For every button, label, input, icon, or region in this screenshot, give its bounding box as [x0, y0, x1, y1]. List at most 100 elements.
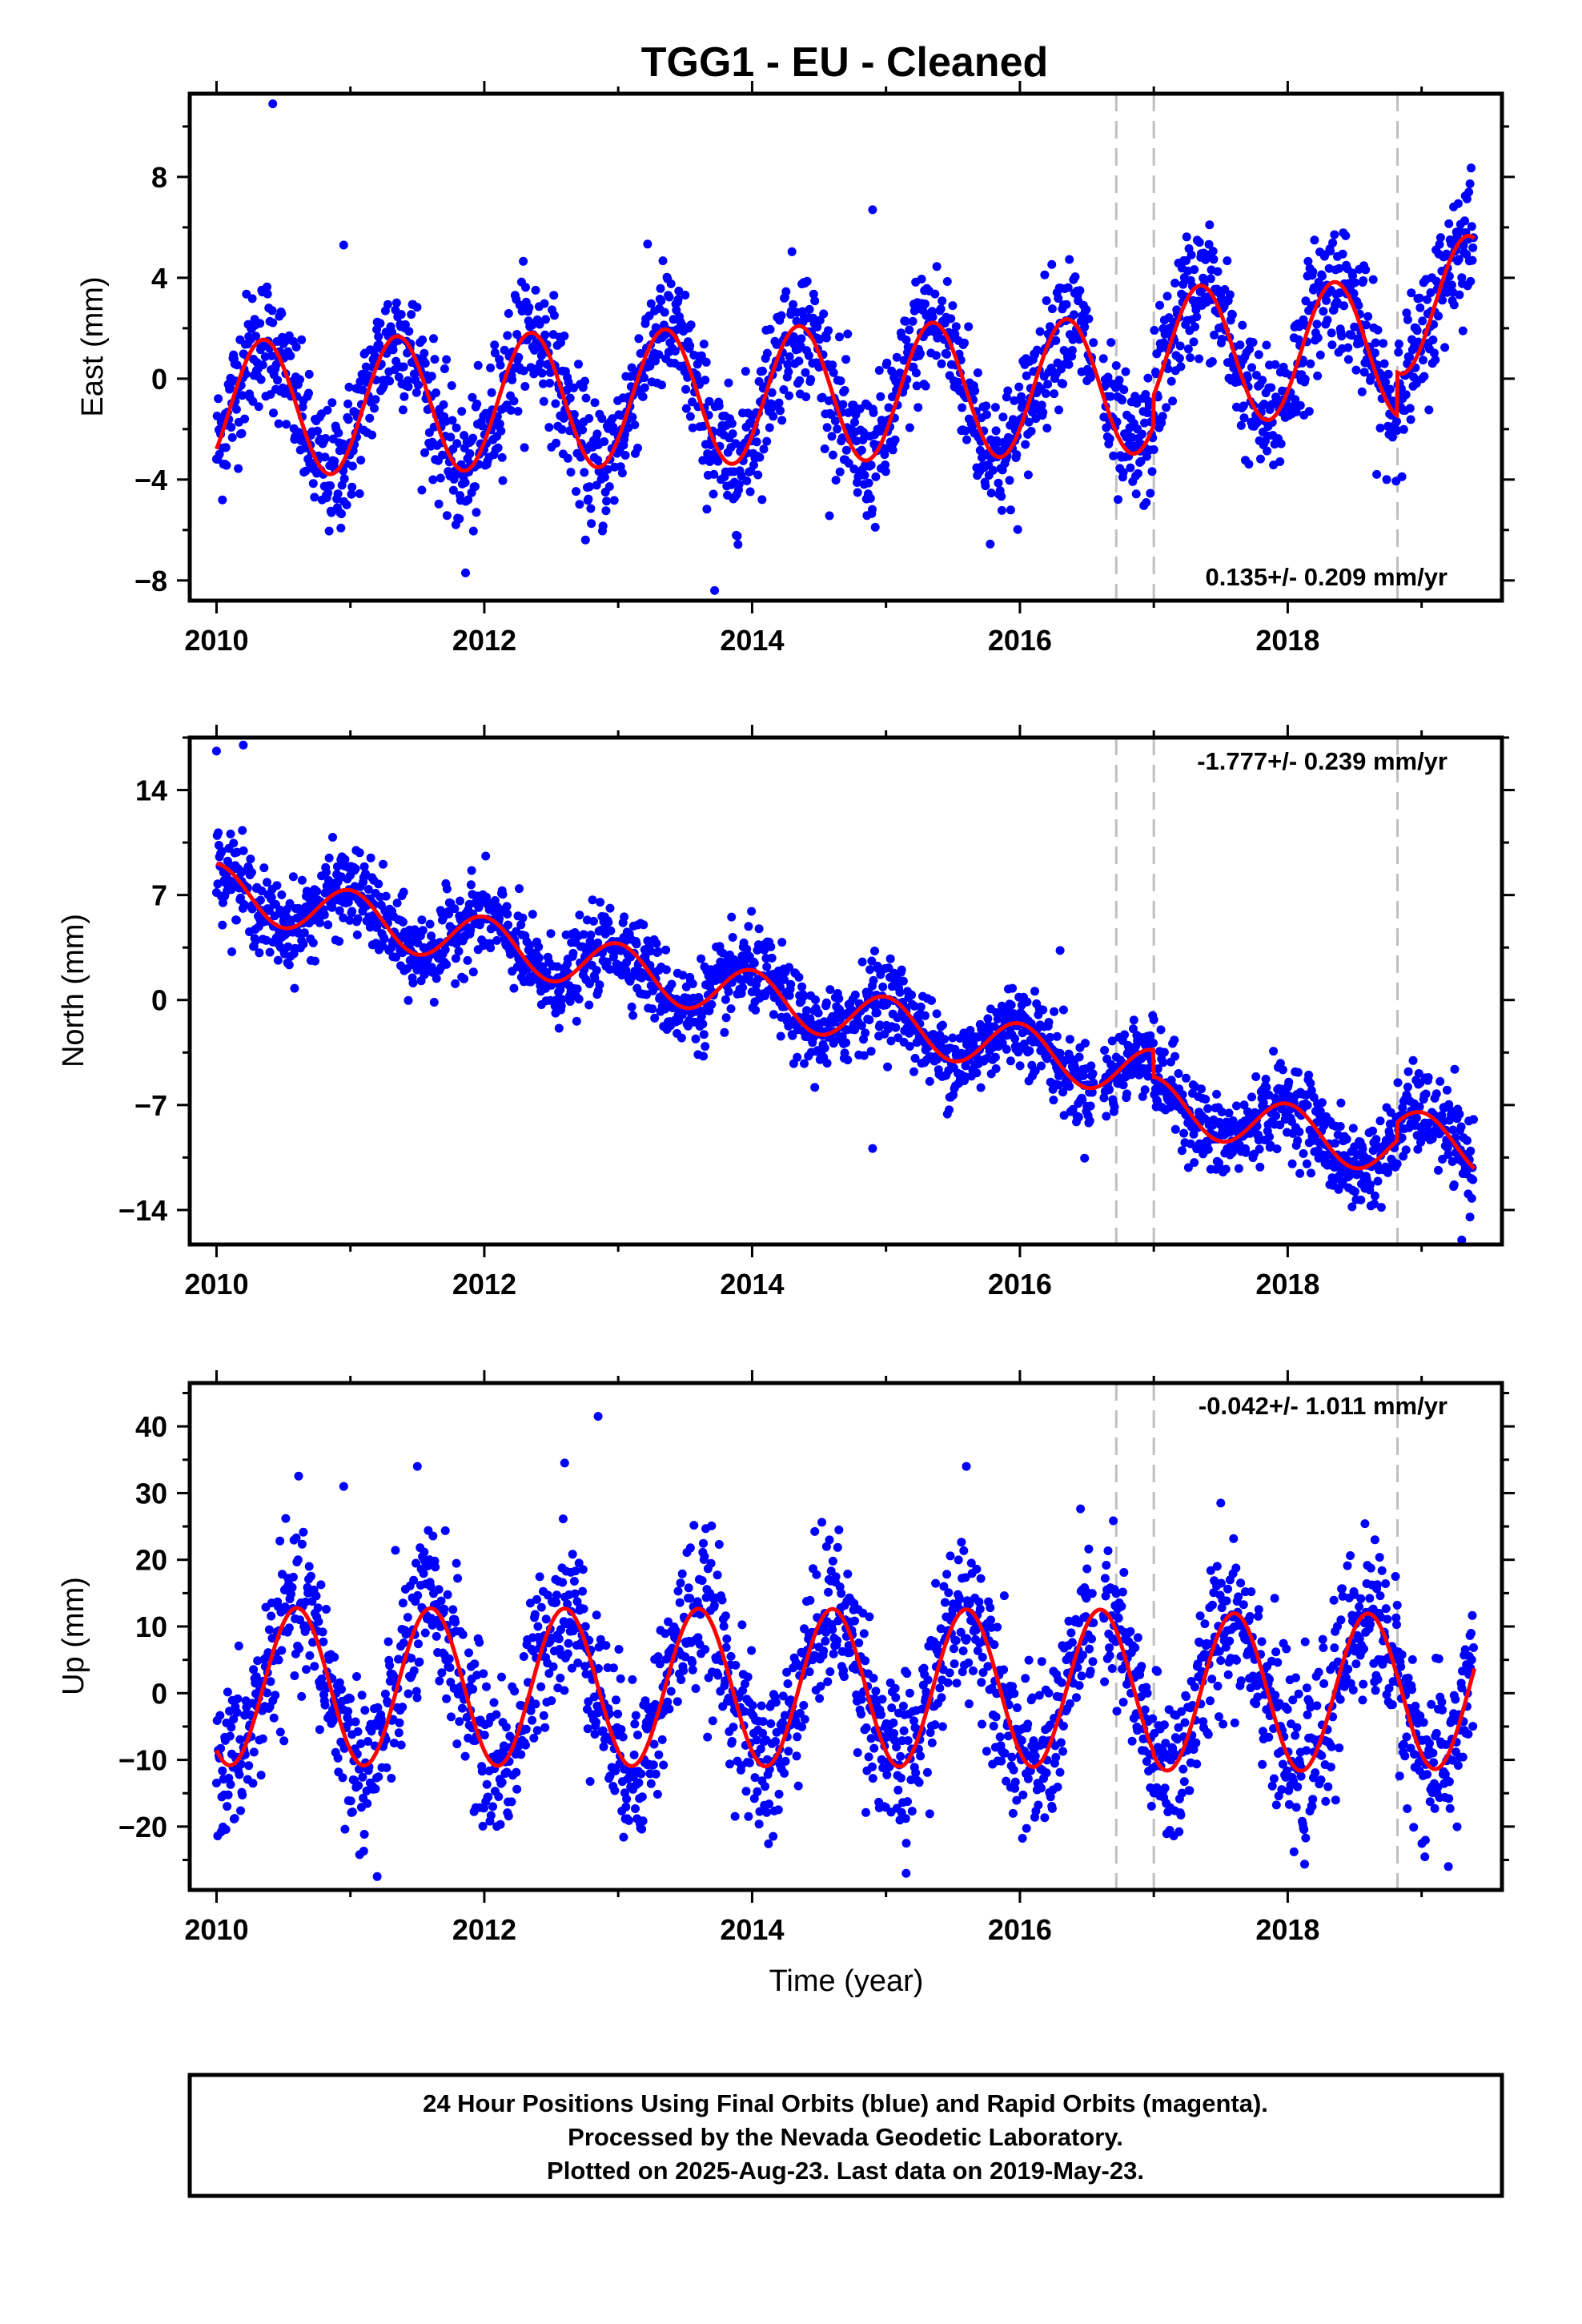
data-point [899, 356, 909, 365]
data-point [584, 414, 594, 423]
data-point [769, 1010, 778, 1019]
data-point [1065, 255, 1074, 264]
data-point [841, 1038, 851, 1047]
data-point [226, 1779, 235, 1789]
data-point [382, 1763, 391, 1772]
data-point [518, 913, 528, 923]
data-point [508, 375, 517, 384]
data-point [494, 1792, 504, 1801]
data-point [263, 289, 272, 299]
data-point [492, 1710, 501, 1719]
data-point [826, 410, 836, 420]
data-point [801, 368, 810, 377]
data-point [548, 1662, 558, 1671]
data-point [271, 360, 281, 369]
data-point [581, 393, 591, 403]
data-point [908, 316, 917, 326]
data-point [699, 1030, 709, 1039]
data-point [267, 1611, 276, 1621]
data-point [688, 979, 697, 988]
data-point [781, 287, 791, 296]
data-point [434, 1585, 444, 1594]
data-point [656, 283, 665, 293]
data-point [755, 452, 765, 462]
data-point [1383, 369, 1393, 379]
data-point [256, 375, 266, 384]
data-point [1225, 290, 1235, 300]
data-point [627, 1002, 636, 1011]
data-point [1121, 367, 1130, 376]
x-tick-label: 2018 [1255, 624, 1319, 657]
data-point [445, 1663, 455, 1672]
data-point [383, 300, 392, 309]
data-point [1006, 1056, 1015, 1066]
data-point [1022, 997, 1032, 1007]
data-point [601, 506, 611, 516]
data-point [1262, 1083, 1271, 1092]
data-point [1328, 238, 1338, 247]
data-point [738, 983, 748, 992]
data-point [342, 501, 351, 509]
data-point [227, 423, 236, 432]
data-point [946, 314, 956, 324]
data-point [1319, 307, 1328, 316]
data-point [1287, 1159, 1297, 1168]
data-point [1015, 1061, 1025, 1071]
data-point [431, 1562, 440, 1572]
data-point [452, 423, 461, 432]
data-point [660, 308, 669, 317]
data-point [868, 505, 877, 514]
data-point [589, 916, 598, 926]
data-point [1317, 271, 1327, 281]
data-point [982, 401, 991, 411]
data-point [233, 1694, 243, 1703]
data-point [520, 382, 530, 391]
data-point [363, 1799, 372, 1808]
data-point [515, 884, 524, 894]
data-point [295, 375, 304, 384]
data-point [757, 495, 767, 505]
data-point [1038, 1005, 1048, 1015]
data-point [724, 378, 733, 388]
data-point [572, 487, 580, 497]
data-point [745, 487, 755, 497]
data-point [379, 934, 389, 943]
data-point [1209, 255, 1219, 264]
data-point [480, 1731, 489, 1740]
data-point [925, 1076, 934, 1086]
data-point [304, 388, 313, 398]
data-point [358, 1772, 367, 1782]
data-point [858, 435, 868, 444]
data-point [588, 895, 597, 905]
data-point [1142, 498, 1151, 507]
data-point [1127, 432, 1137, 442]
data-point [709, 489, 718, 499]
data-point [472, 508, 481, 517]
data-point [1382, 475, 1391, 485]
data-point [234, 464, 243, 473]
data-point [973, 368, 982, 377]
data-point [1080, 1153, 1090, 1163]
data-point [942, 277, 952, 286]
outlier-point [868, 205, 877, 215]
data-point [909, 1067, 918, 1076]
data-point [330, 1652, 339, 1662]
data-point [481, 851, 491, 861]
data-point [895, 987, 905, 997]
data-point [830, 416, 840, 425]
data-point [772, 340, 781, 349]
data-point [269, 408, 278, 418]
data-point [1322, 296, 1331, 305]
data-point [652, 939, 661, 948]
data-point [1146, 489, 1155, 498]
data-point [1295, 1127, 1304, 1136]
data-point [769, 412, 778, 421]
data-point [578, 425, 588, 435]
data-point [1271, 360, 1280, 369]
data-point [391, 1546, 400, 1555]
data-point [274, 1655, 283, 1665]
data-point [1024, 417, 1034, 427]
data-point [604, 918, 613, 927]
data-point [825, 985, 835, 995]
